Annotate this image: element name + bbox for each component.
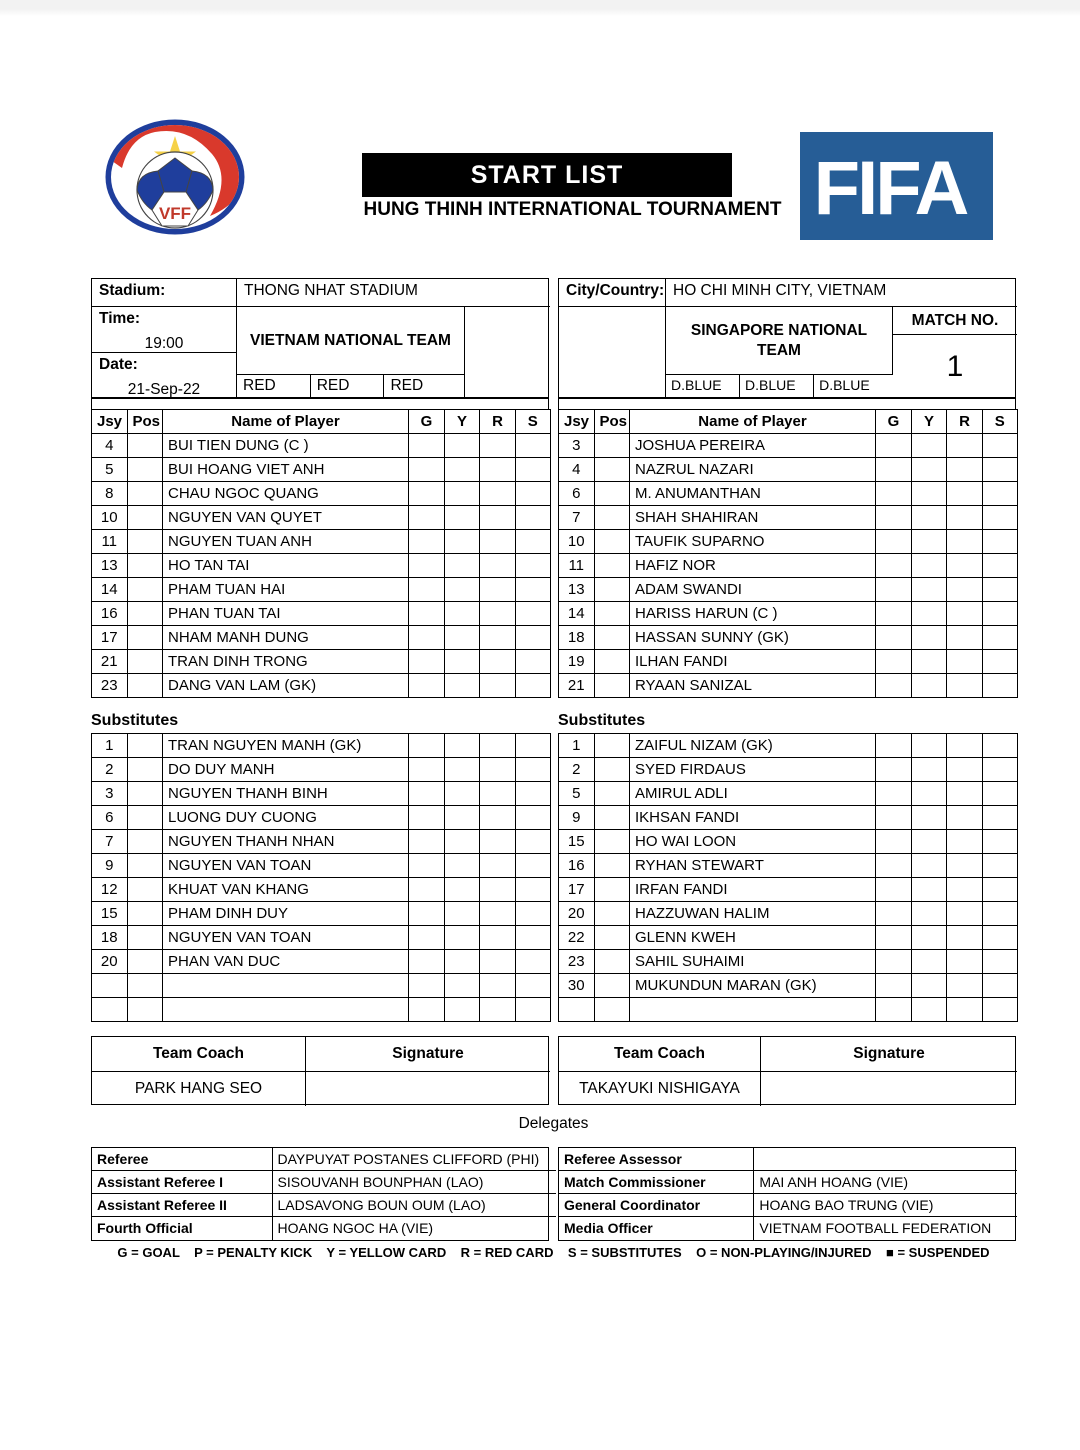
svg-text:FIFA: FIFA	[814, 146, 968, 231]
svg-text:VFF: VFF	[159, 204, 191, 223]
